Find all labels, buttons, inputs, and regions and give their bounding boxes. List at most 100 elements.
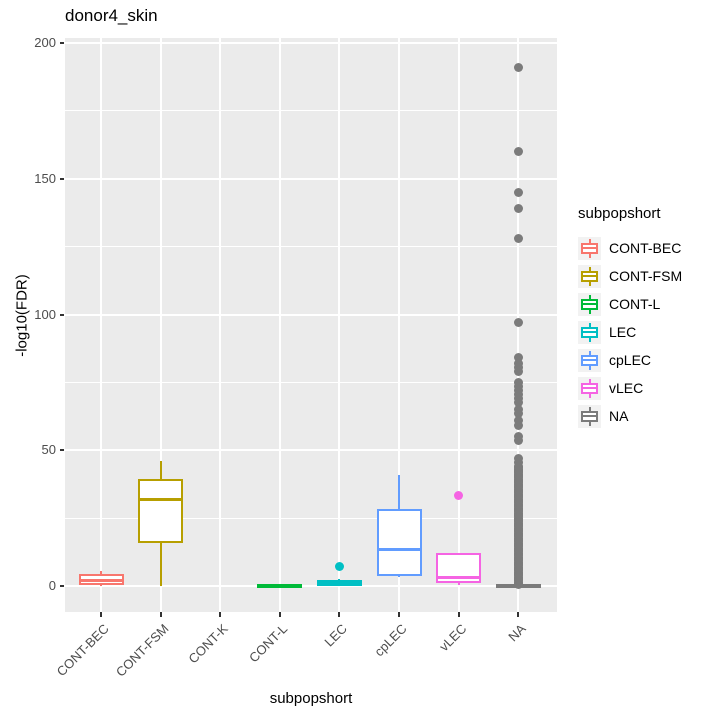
legend-label: CONT-BEC (609, 240, 682, 256)
outlier-dot (513, 436, 523, 446)
y-tick-label: 200 (34, 35, 56, 50)
legend-label: vLEC (609, 380, 644, 396)
x-tick-mark (278, 612, 281, 617)
plot-title: donor4_skin (65, 6, 158, 25)
whisker-upper-vLEC (457, 552, 460, 554)
y-tick-label: 150 (34, 170, 56, 186)
y-gridline-major (65, 313, 557, 316)
boxplot-median-CONT-BEC (78, 579, 124, 583)
outlier-dot (513, 398, 523, 408)
x-gridline-major (398, 38, 400, 612)
outlier-dot (513, 204, 523, 214)
x-gridline-major (100, 38, 102, 612)
x-tick-label: vLEC (436, 621, 470, 655)
legend-boxplot-median-icon (581, 415, 598, 417)
outlier-dot (513, 462, 523, 472)
outlier-dot (513, 409, 523, 419)
legend: subpopshort CONT-BEC CONT-FSM CONT-L LEC cpL… (578, 205, 682, 430)
legend-entry-LEC: LEC (578, 318, 682, 346)
outlier-dot (513, 421, 523, 431)
x-gridline-major (457, 38, 460, 612)
x-tick-mark (398, 612, 400, 617)
x-tick-label: CONT-K (185, 621, 231, 667)
whisker-lower-CONT-BEC (100, 584, 102, 586)
outlier-dot (334, 562, 344, 572)
legend-boxplot-median-icon (581, 275, 598, 277)
x-tick-mark (219, 612, 222, 617)
legend-label: CONT-L (609, 296, 661, 312)
legend-entry-NA: NA (578, 402, 682, 430)
legend-entry-cpLEC: cpLEC (578, 346, 682, 374)
y-tick-label: 0 (48, 578, 56, 593)
y-tick-mark (60, 313, 64, 316)
x-gridline-major (278, 38, 281, 612)
x-gridline-major (159, 38, 162, 612)
legend-key (578, 236, 601, 260)
legend-boxplot-median-icon (581, 303, 598, 305)
whisker-lower-cpLEC (398, 575, 400, 578)
y-gridline-major (65, 177, 557, 180)
legend-entry-CONT-L: CONT-L (578, 290, 682, 318)
y-gridline-minor (65, 517, 557, 519)
legend-key (578, 292, 601, 316)
y-tick-mark (60, 177, 64, 180)
whisker-upper-cpLEC (398, 474, 400, 510)
x-axis-title: subpopshort (269, 690, 353, 707)
legend-boxplot-median-icon (581, 247, 598, 249)
y-tick-label: 50 (41, 442, 56, 458)
x-tick-mark (100, 612, 102, 617)
y-gridline-major (65, 449, 557, 452)
boxplot-median-LEC (316, 582, 362, 586)
x-tick-label: CONT-FSM (112, 621, 172, 680)
legend-entries: CONT-BEC CONT-FSM CONT-L LEC cpLEC vLEC NA (578, 234, 682, 430)
y-gridline-major (65, 585, 557, 587)
legend-label: CONT-FSM (609, 268, 683, 284)
y-tick-mark (60, 449, 64, 452)
y-tick-mark (60, 42, 64, 44)
boxplot-box-cpLEC (376, 509, 422, 576)
boxplot-box-CONT-FSM (138, 478, 184, 543)
outlier-dot (513, 147, 523, 157)
y-gridline-minor (65, 246, 557, 248)
outlier-dot (454, 490, 464, 500)
outlier-dot (513, 367, 523, 376)
x-tick-label: CONT-L (246, 621, 291, 666)
legend-boxplot-median-icon (581, 331, 598, 333)
x-tick-label: cpLEC (371, 621, 410, 660)
legend-key (578, 404, 601, 428)
legend-label: LEC (609, 324, 637, 340)
outlier-dot (513, 318, 523, 328)
x-tick-label: LEC (321, 621, 350, 650)
x-tick-mark (159, 612, 162, 617)
plot-panel (65, 38, 557, 612)
x-tick-mark (457, 612, 460, 617)
legend-key (578, 348, 601, 372)
whisker-upper-CONT-FSM (159, 461, 162, 479)
boxplot-median-cpLEC (376, 548, 422, 552)
y-gridline-minor (65, 110, 557, 112)
legend-key (578, 264, 601, 288)
y-gridline-minor (65, 381, 557, 383)
legend-label: cpLEC (609, 352, 652, 368)
y-tick-label: 100 (34, 306, 56, 322)
legend-entry-vLEC: vLEC (578, 374, 682, 402)
outlier-dot (513, 233, 523, 243)
whisker-lower-CONT-FSM (159, 542, 162, 586)
legend-title: subpopshort (578, 205, 661, 222)
x-tick-label: CONT-BEC (53, 621, 112, 680)
legend-boxplot-median-icon (581, 387, 598, 389)
legend-boxplot-median-icon (581, 359, 598, 361)
x-tick-mark (517, 612, 520, 617)
boxplot-median-vLEC (436, 576, 482, 580)
boxplot-median-CONT-L (257, 583, 303, 587)
x-gridline-major (338, 38, 341, 612)
outlier-dot (513, 187, 523, 197)
whisker-upper-CONT-BEC (100, 571, 102, 575)
legend-key (578, 376, 601, 400)
whisker-lower-vLEC (457, 582, 460, 586)
outlier-dot (513, 353, 523, 363)
legend-entry-CONT-FSM: CONT-FSM (578, 262, 682, 290)
outlier-dot (513, 62, 523, 72)
legend-key (578, 320, 601, 344)
